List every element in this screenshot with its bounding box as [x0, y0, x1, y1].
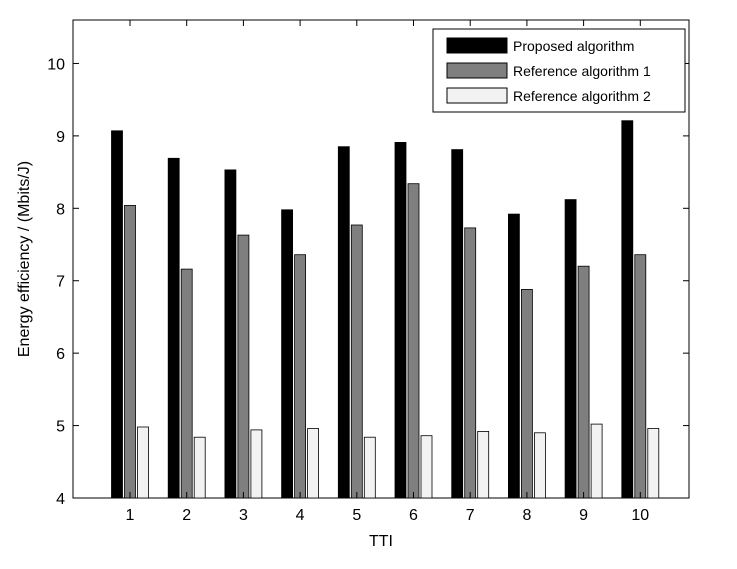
y-axis: 4 5 6 7 8 9 10 — [47, 56, 689, 508]
y-tick-label-9: 9 — [56, 129, 65, 146]
bar-series-2-tti-1 — [124, 204, 136, 499]
y-axis-label: Energy efficiency / (Mbits/J) — [16, 161, 33, 357]
x-tick-label-6: 6 — [409, 507, 418, 524]
bar-series-1-tti-5 — [337, 146, 350, 499]
x-tick-label-1: 1 — [126, 507, 135, 524]
bar-series-1-tti-3 — [224, 169, 237, 499]
y-tick-label-5: 5 — [56, 419, 65, 436]
bar-series-1-tti-10 — [621, 120, 634, 499]
bar-series-1-tti-4 — [281, 209, 294, 499]
bar-series-2-tti-4 — [294, 254, 307, 499]
x-tick-label-3: 3 — [239, 507, 248, 524]
legend-label-reference-1: Reference algorithm 1 — [513, 63, 651, 79]
bar-series-3-tti-6 — [420, 435, 433, 499]
bar-series-2-tti-9 — [577, 265, 590, 499]
x-axis: 1 2 3 4 5 6 7 8 9 10 — [126, 20, 649, 524]
y-tick-label-8: 8 — [56, 201, 65, 218]
y-tick-label-10: 10 — [47, 56, 65, 73]
bar-series-3-tti-1 — [137, 426, 149, 499]
x-tick-label-8: 8 — [522, 507, 531, 524]
bar-series-3-tti-3 — [250, 429, 263, 499]
bar-series-2-tti-5 — [350, 224, 363, 499]
bar-series-3-tti-10 — [647, 428, 660, 499]
legend-label-proposed: Proposed algorithm — [513, 38, 634, 54]
bar-series-2-tti-2 — [180, 268, 193, 499]
y-tick-label-6: 6 — [56, 346, 65, 363]
bar-series-3-tti-5 — [363, 436, 376, 499]
bar-series-3-tti-7 — [477, 430, 490, 499]
x-tick-label-2: 2 — [182, 507, 191, 524]
bar-series-2-tti-10 — [634, 254, 647, 499]
bar-series-1-tti-8 — [507, 213, 520, 499]
bars-group — [111, 120, 660, 499]
x-tick-label-5: 5 — [352, 507, 361, 524]
bar-series-1-tti-6 — [394, 141, 407, 499]
legend-swatch-reference-1 — [446, 62, 508, 79]
legend-swatch-proposed — [446, 37, 508, 54]
bar-series-2-tti-8 — [521, 288, 533, 499]
bar-series-2-tti-6 — [407, 183, 420, 499]
x-axis-label: TTI — [369, 533, 393, 550]
bar-series-1-tti-9 — [564, 199, 577, 499]
legend-swatch-reference-2 — [446, 87, 508, 104]
x-tick-label-4: 4 — [296, 507, 305, 524]
y-tick-label-7: 7 — [56, 274, 65, 291]
y-tick-label-4: 4 — [56, 491, 65, 508]
bar-series-1-tti-2 — [167, 157, 180, 499]
x-tick-label-9: 9 — [579, 507, 588, 524]
x-tick-label-7: 7 — [466, 507, 475, 524]
bar-series-3-tti-4 — [307, 428, 320, 499]
bar-series-2-tti-7 — [464, 227, 477, 499]
x-tick-label-10: 10 — [631, 507, 649, 524]
bar-series-3-tti-8 — [534, 432, 546, 499]
bar-series-3-tti-9 — [590, 423, 603, 499]
legend: Proposed algorithm Reference algorithm 1… — [432, 28, 686, 113]
legend-label-reference-2: Reference algorithm 2 — [513, 88, 651, 104]
bar-series-3-tti-2 — [193, 436, 206, 499]
bar-series-2-tti-3 — [237, 234, 250, 499]
bar-series-1-tti-1 — [111, 130, 123, 499]
bar-series-1-tti-7 — [451, 149, 464, 499]
